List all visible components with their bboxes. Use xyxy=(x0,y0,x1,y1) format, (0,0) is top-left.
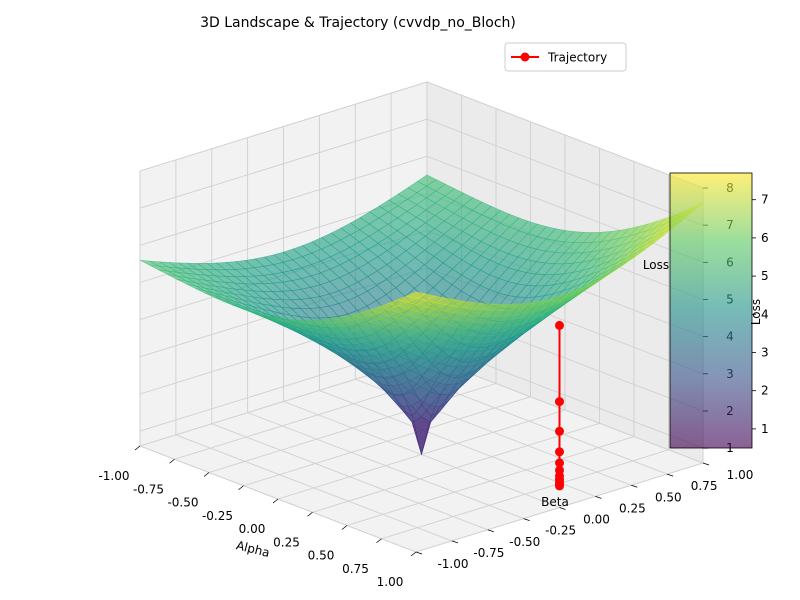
grid-line-y-3 xyxy=(247,137,524,520)
colorbar-tick-label-0: 1 xyxy=(761,422,769,436)
trajectory-point-1 xyxy=(555,397,564,407)
x-tick-label-0: -1.00 xyxy=(98,469,129,483)
grid-line-y-6 xyxy=(354,104,632,486)
grid-line-z-5 xyxy=(139,155,704,263)
grid-line-z-6 xyxy=(139,118,704,226)
x-tick-mark-2 xyxy=(203,472,210,477)
colorbar-ramp xyxy=(669,172,753,449)
y-tick-mark-3 xyxy=(523,518,530,522)
colorbar-tick-label-6: 7 xyxy=(761,193,769,207)
y-tick-label-7: 0.75 xyxy=(691,479,718,493)
colorbar-label: Loss xyxy=(749,299,763,325)
legend: Trajectory xyxy=(504,42,627,72)
y-tick-label-0: -1.00 xyxy=(437,557,468,571)
x-tick-mark-3 xyxy=(238,485,244,491)
x-tick-mark-4 xyxy=(272,498,279,504)
colorbar-tick-label-4: 5 xyxy=(761,269,769,283)
y-tick-mark-7 xyxy=(666,473,674,477)
grid-line-y-1 xyxy=(175,159,453,542)
x-tick-label-7: 0.75 xyxy=(342,562,369,576)
x-tick-mark-7 xyxy=(376,538,382,544)
x-axis-label: Alpha xyxy=(235,538,271,560)
trajectory-point-10 xyxy=(555,481,564,491)
x-tick-label-8: 1.00 xyxy=(377,575,404,589)
y-tick-label-1: -0.75 xyxy=(473,546,504,560)
x-tick-label-6: 0.50 xyxy=(308,549,335,563)
z-axis-label: Loss xyxy=(643,258,669,272)
x-tick-mark-6 xyxy=(341,525,348,530)
legend-frame xyxy=(504,42,627,72)
x-tick-mark-1 xyxy=(169,458,175,464)
y-tick-mark-2 xyxy=(487,529,494,533)
x-tick-label-4: 0.00 xyxy=(239,522,266,536)
y-tick-label-6: 0.50 xyxy=(655,490,682,504)
grid-line-y-5 xyxy=(318,115,596,497)
trajectory-point-2 xyxy=(555,426,564,436)
colorbar-tick-label-3: 4 xyxy=(761,307,769,321)
x-tick-label-5: 0.25 xyxy=(273,535,300,549)
grid-line-y-4 xyxy=(283,126,560,508)
x-tick-mark-0 xyxy=(134,445,141,451)
trajectory-point-4 xyxy=(555,458,564,468)
legend-marker xyxy=(520,52,530,62)
colorbar-tick-label-2: 3 xyxy=(761,346,769,360)
trajectory-point-3 xyxy=(555,447,564,457)
x-tick-mark-8 xyxy=(410,551,417,557)
trajectory-series xyxy=(555,320,564,491)
y-tick-label-5: 0.25 xyxy=(619,501,646,515)
x-tick-label-1: -0.75 xyxy=(133,482,164,496)
surface-cell-899 xyxy=(405,291,427,299)
y-tick-mark-5 xyxy=(595,495,602,499)
y-tick-label-3: -0.25 xyxy=(545,524,576,538)
trajectory-point-0 xyxy=(555,320,564,330)
colorbar-ticks: 1 2 3 4 5 6 7 xyxy=(752,193,769,436)
loss-surface xyxy=(139,174,704,456)
grid-line-z-7 xyxy=(139,81,704,189)
x-tick-label-3: -0.25 xyxy=(202,509,233,523)
y-tick-mark-0 xyxy=(415,551,423,555)
y-tick-label-2: -0.50 xyxy=(509,535,540,549)
y-tick-mark-4 xyxy=(559,507,566,510)
y-tick-label-8: 1.00 xyxy=(727,468,754,482)
colorbar-tick-label-5: 6 xyxy=(761,231,769,245)
grid-line-y-2 xyxy=(211,148,488,531)
legend-entry-trajectory: Trajectory xyxy=(547,51,607,65)
chart-title: 3D Landscape & Trajectory (cvvdp_no_Bloc… xyxy=(200,15,516,31)
y-axis-label: Beta xyxy=(541,495,569,509)
colorbar: 1 2 3 4 5 6 7 Loss xyxy=(669,172,769,449)
y-tick-mark-6 xyxy=(631,484,638,488)
x-tick-mark-5 xyxy=(307,511,313,517)
colorbar-tick-label-1: 2 xyxy=(761,384,769,398)
y-tick-label-4: 0.00 xyxy=(583,513,610,527)
x-tick-label-2: -0.50 xyxy=(167,496,198,510)
y-tick-mark-1 xyxy=(451,540,459,544)
y-tick-mark-8 xyxy=(702,462,710,466)
